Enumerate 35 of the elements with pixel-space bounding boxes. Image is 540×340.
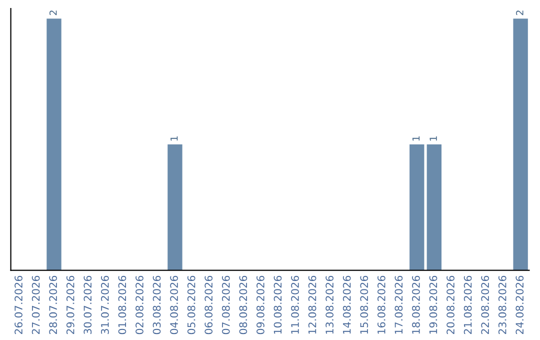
x-tick-label: 20.08.2026 bbox=[446, 276, 454, 334]
x-tick-label: 02.08.2026 bbox=[136, 276, 144, 334]
x-tick-label: 04.08.2026 bbox=[170, 276, 178, 334]
x-tick-label: 18.08.2026 bbox=[412, 276, 420, 334]
x-tick-label: 14.08.2026 bbox=[342, 276, 351, 334]
data-label: 1 bbox=[412, 136, 420, 141]
x-tick-label: 30.07.2026 bbox=[84, 276, 92, 334]
x-tick-label: 27.07.2026 bbox=[32, 276, 40, 334]
x-tick-label: 21.08.2026 bbox=[464, 276, 472, 334]
x-tick-label: 05.08.2026 bbox=[187, 276, 196, 334]
x-tick-label: 08.08.2026 bbox=[239, 276, 248, 334]
x-tick-label: 26.07.2026 bbox=[14, 276, 22, 334]
data-label: 2 bbox=[516, 10, 524, 16]
x-tick-label: 29.07.2026 bbox=[66, 276, 74, 334]
x-tick-label: 31.07.2026 bbox=[100, 276, 109, 334]
x-tick-label: 06.08.2026 bbox=[204, 276, 213, 334]
x-tick-label: 10.08.2026 bbox=[274, 276, 282, 334]
x-tick-label: 13.08.2026 bbox=[326, 276, 334, 334]
x-tick-label: 19.08.2026 bbox=[429, 276, 438, 334]
data-label: 1 bbox=[170, 136, 178, 141]
x-tick-label: 11.08.2026 bbox=[291, 276, 299, 334]
x-tick-label: 15.08.2026 bbox=[360, 276, 368, 334]
x-tick-label: 22.08.2026 bbox=[481, 276, 490, 334]
x-tick-label: 09.08.2026 bbox=[256, 276, 264, 334]
x-tick-label: 12.08.2026 bbox=[308, 276, 316, 334]
x-tick-label: 28.07.2026 bbox=[49, 276, 58, 334]
x-tick-label: 03.08.2026 bbox=[152, 276, 161, 334]
x-tick-label: 24.08.2026 bbox=[516, 276, 524, 334]
x-tick-label: 16.08.2026 bbox=[377, 276, 386, 334]
x-tick-label: 01.08.2026 bbox=[118, 276, 126, 334]
x-tick-label: 17.08.2026 bbox=[394, 276, 403, 334]
data-label: 1 bbox=[430, 136, 437, 141]
x-tick-label: 07.08.2026 bbox=[222, 276, 230, 334]
x-tick-label: 23.08.2026 bbox=[498, 276, 506, 334]
data-label: 2 bbox=[49, 10, 57, 16]
